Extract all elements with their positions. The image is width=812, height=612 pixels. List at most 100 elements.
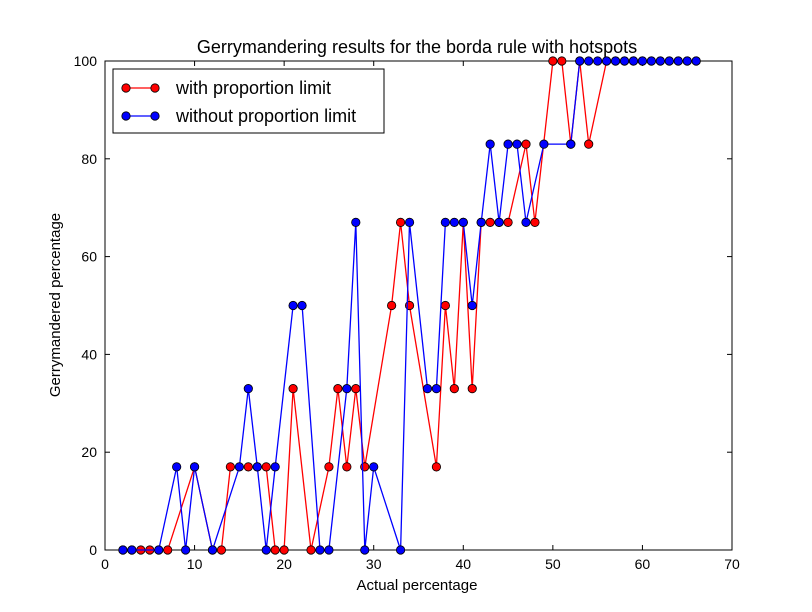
series-1-point (270, 545, 280, 555)
x-tick-label: 50 (545, 556, 561, 572)
series-1-point (261, 462, 271, 472)
series-2-point (252, 462, 262, 472)
series-2-point (127, 545, 137, 555)
series-2-point (512, 139, 522, 149)
series-2-point (601, 56, 612, 66)
legend-label: without proportion limit (175, 106, 356, 126)
series-2-point (664, 56, 674, 66)
series-2-point (566, 139, 576, 149)
legend-marker (150, 111, 160, 121)
series-2-point (360, 545, 370, 555)
series-1-point (449, 384, 459, 394)
series-2-point (610, 56, 621, 66)
series-2-point (342, 384, 352, 394)
series-1-point (530, 217, 540, 227)
series-2-point (404, 217, 415, 227)
series-1-point (351, 384, 361, 394)
legend-label: with proportion limit (175, 78, 331, 98)
legend-box (112, 68, 385, 134)
series-2-point (189, 462, 200, 472)
series-1-point (243, 462, 253, 472)
x-tick-label: 0 (101, 556, 109, 572)
series-2-point (467, 300, 477, 311)
y-tick-label: 20 (81, 444, 97, 460)
series-2-point (431, 384, 442, 394)
series-2-point (324, 545, 334, 555)
series-1-point (548, 56, 558, 66)
series-2-point (440, 217, 450, 227)
plot-area: 0 10 20 30 40 50 60 70 0 20 40 60 80 100 (74, 53, 740, 572)
series-2-point (458, 217, 468, 227)
series-1-point (557, 56, 567, 66)
series-2-point (243, 384, 253, 394)
series-2-point (395, 545, 406, 555)
x-tick-label: 60 (635, 556, 651, 572)
series-2-point (619, 56, 630, 66)
series-2-point (234, 462, 244, 472)
series-1-point (521, 139, 531, 149)
series-2-point (646, 56, 656, 66)
x-axis-title: Actual percentage (357, 577, 478, 594)
series-1-point (279, 545, 289, 555)
legend-marker (121, 83, 131, 93)
series-2-point (593, 56, 603, 66)
x-tick-label: 20 (276, 556, 292, 572)
legend-marker (150, 83, 160, 93)
series-2-point (476, 217, 486, 227)
y-axis-title: Gerrymandered percentage (47, 213, 64, 397)
series-2-point (494, 217, 504, 227)
series-2-point (485, 139, 495, 149)
series-2-point (288, 300, 298, 311)
series-2-point (637, 56, 648, 66)
y-tick-label: 0 (89, 542, 97, 558)
y-tick-label: 60 (81, 249, 97, 265)
series-2-point (503, 139, 513, 149)
series-2-point (575, 56, 585, 66)
plot-frame (104, 60, 733, 551)
series-2-point (351, 217, 361, 227)
series-2-point (682, 56, 692, 66)
y-tick-label: 40 (81, 346, 97, 362)
series-2-point (118, 545, 128, 555)
series-2-point (449, 217, 459, 227)
series-1-point (324, 462, 334, 472)
x-tick-label: 40 (455, 556, 471, 572)
series-1-point (387, 300, 397, 311)
series-1-point (485, 217, 495, 227)
series-1-point (431, 462, 442, 472)
series-2-point (521, 217, 531, 227)
series-1-point (440, 300, 450, 311)
series-1-point (467, 384, 477, 394)
series-2-point (369, 462, 379, 472)
x-tick-label: 70 (724, 556, 740, 572)
series-1-point (584, 139, 594, 149)
series-1-point (216, 545, 227, 555)
series-1-point (503, 217, 513, 227)
series-2-point (691, 56, 701, 66)
series-2-point (154, 545, 164, 555)
series-2-point (628, 56, 639, 66)
series-2-point (422, 384, 433, 394)
series-2-point (181, 545, 191, 555)
series-1-point (163, 545, 173, 555)
series-2-point (655, 56, 665, 66)
x-tick-label: 30 (366, 556, 382, 572)
chart-title: Gerrymandering results for the borda rul… (197, 37, 637, 57)
legend: with proportion limit without proportion … (112, 68, 385, 134)
y-tick-label: 80 (81, 151, 97, 167)
series-2-point (270, 462, 280, 472)
series-1-point (288, 384, 298, 394)
series-2-point (297, 300, 307, 311)
series-1-point (395, 217, 406, 227)
y-tick-label: 100 (74, 53, 98, 69)
series-2-point (584, 56, 594, 66)
series-1-point (342, 462, 352, 472)
series-2-point (172, 462, 182, 472)
series-2-point (315, 545, 325, 555)
series-2-point (207, 545, 218, 555)
series-2-point (673, 56, 683, 66)
series-1-point (225, 462, 235, 472)
series-2-point (261, 545, 271, 555)
series-1-point (333, 384, 343, 394)
